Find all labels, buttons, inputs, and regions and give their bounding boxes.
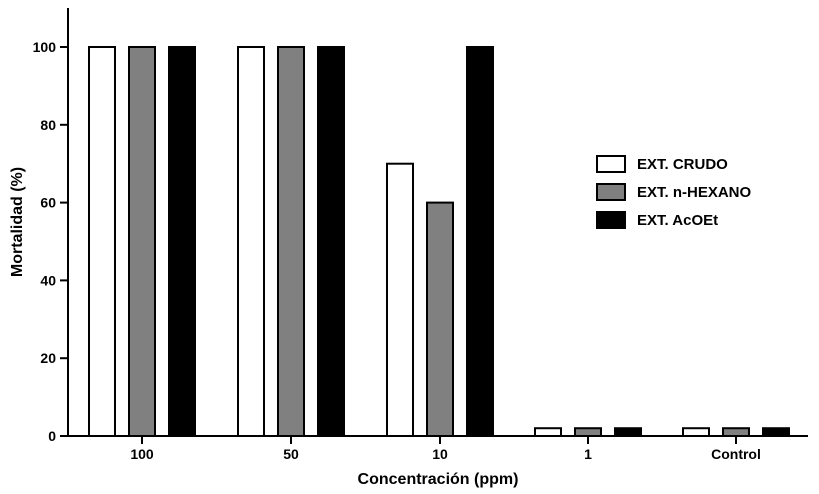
x-tick-label: 50 (283, 446, 299, 462)
bar-50-series-1 (277, 46, 305, 437)
bar-100-series-1 (128, 46, 156, 437)
y-ticks-group: 0 20 40 60 80 100 (33, 39, 68, 444)
legend-swatch-1 (596, 183, 626, 201)
y-tick-label: 20 (40, 350, 56, 366)
bar-control-series-1 (722, 427, 750, 438)
bar-50-series-2 (317, 46, 345, 437)
bar-50-series-0 (237, 46, 265, 437)
y-tick-label: 60 (40, 195, 56, 211)
y-tick-label: 0 (48, 428, 56, 444)
bar-control-series-0 (682, 427, 710, 438)
bar-1-series-0 (534, 427, 562, 438)
x-tick-label: Control (711, 446, 761, 462)
bar-1-series-1 (574, 427, 602, 438)
bars-group (88, 46, 790, 438)
x-tick-label: 10 (432, 446, 448, 462)
bar-100-series-2 (168, 46, 196, 437)
axes-group (67, 8, 808, 437)
x-tick-label: 1 (584, 446, 592, 462)
bar-10-series-1 (426, 201, 454, 437)
bar-10-series-0 (386, 162, 414, 437)
legend-label-1: EXT. n-HEXANO (637, 184, 752, 201)
bar-100-series-0 (88, 46, 116, 437)
legend-swatch-0 (596, 155, 626, 173)
legend-swatch-2 (596, 211, 626, 229)
y-tick-label: 100 (33, 39, 57, 55)
y-tick-label: 40 (40, 272, 56, 288)
y-tick-label: 80 (40, 117, 56, 133)
bar-control-series-2 (762, 427, 790, 438)
x-axis-title: Concentración (ppm) (358, 471, 519, 488)
x-ticks-group: 100 50 10 1 Control (130, 436, 761, 462)
legend-label-2: EXT. AcOEt (637, 212, 718, 229)
y-axis-title: Mortalidad (%) (9, 167, 26, 277)
legend-label-0: EXT. CRUDO (637, 156, 728, 173)
x-tick-label: 100 (130, 446, 154, 462)
bar-1-series-2 (614, 427, 642, 438)
bar-10-series-2 (466, 46, 494, 437)
legend: EXT. CRUDO EXT. n-HEXANO EXT. AcOEt (596, 155, 752, 229)
